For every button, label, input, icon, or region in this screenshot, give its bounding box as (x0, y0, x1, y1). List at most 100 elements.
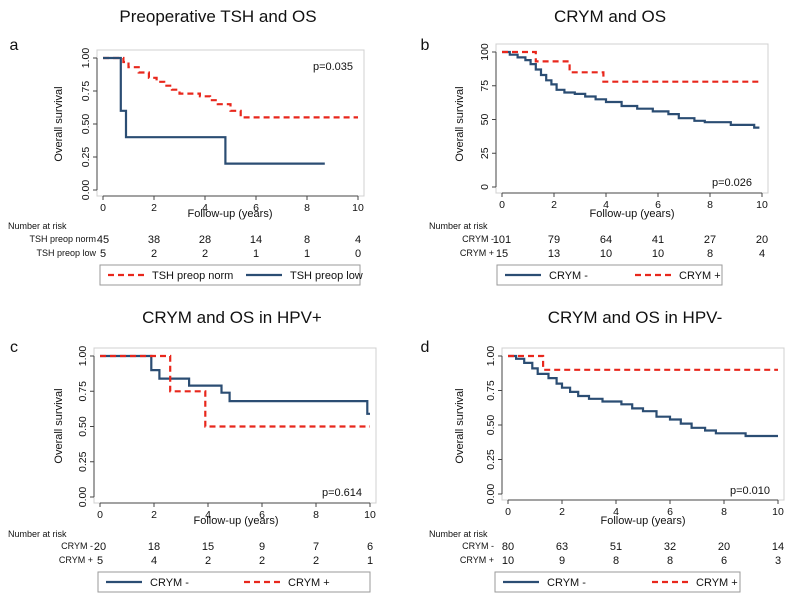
risk-count: 28 (199, 234, 211, 246)
x-tick-label: 2 (151, 509, 157, 521)
x-tick-label: 4 (205, 509, 211, 521)
risk-count: 9 (259, 541, 265, 553)
y-tick-label: 75 (479, 80, 491, 92)
x-tick-label: 2 (151, 202, 157, 214)
risk-count: 32 (664, 541, 676, 553)
risk-count: 2 (313, 555, 319, 567)
x-tick-label: 6 (655, 199, 661, 211)
y-tick-label: 0.00 (485, 484, 497, 505)
risk-count: 6 (721, 555, 727, 567)
y-tick-label: 0.50 (485, 415, 497, 436)
risk-count: 4 (355, 234, 361, 246)
y-tick-label: 0.50 (80, 114, 92, 135)
risk-count: 80 (502, 541, 514, 553)
panel-d: CRYM and OS in HPV-d 0.00 0.25 0.50 0.75 1.00… (421, 308, 785, 593)
risk-row-label: TSH preop norm (29, 234, 96, 244)
panel-c: CRYM and OS in HPV+ c 0.00 0.25 0.50 0.75 1.00… (8, 308, 377, 593)
panel-a: Preoperative TSH and OS a 0.00 0.25 0.50 0.75… (8, 7, 365, 286)
x-tick-label: 0 (97, 509, 103, 521)
y-tick-label: 0.25 (77, 451, 89, 472)
panel-title: CRYM and OS in HPV+ (142, 308, 322, 327)
p-value: p=0.026 (712, 177, 752, 189)
risk-count: 20 (94, 541, 106, 553)
y-tick-label: 1.00 (77, 346, 89, 367)
risk-count: 4 (759, 248, 765, 260)
y-tick-label: 0.75 (80, 81, 92, 102)
y-tick-label: 0.00 (80, 180, 92, 201)
risk-row-label: CRYM + (460, 555, 494, 565)
x-axis-label: Follow-up (years) (601, 515, 686, 527)
x-tick-label: 0 (100, 202, 106, 214)
risk-count: 8 (304, 234, 310, 246)
survival-curve-dashed (100, 354, 370, 428)
risk-row-label: CRYM + (460, 248, 494, 258)
x-tick-label: 8 (304, 202, 310, 214)
y-tick-label: 100 (479, 43, 491, 61)
risk-count: 5 (97, 555, 103, 567)
x-tick-label: 6 (253, 202, 259, 214)
x-tick-label: 4 (603, 199, 609, 211)
y-tick-label: 0.25 (485, 449, 497, 470)
risk-row-label: CRYM + (59, 555, 93, 565)
risk-count: 2 (202, 248, 208, 260)
risk-count: 14 (772, 541, 784, 553)
legend-label: TSH preop low (290, 270, 363, 282)
y-tick-label: 1.00 (485, 346, 497, 367)
x-tick-label: 4 (613, 506, 619, 518)
risk-table-header: Number at risk (429, 221, 488, 231)
panel-title: CRYM and OS (554, 7, 666, 26)
x-tick-label: 10 (772, 506, 784, 518)
legend-box (494, 571, 741, 593)
x-tick-label: 10 (364, 509, 376, 521)
y-axis-label: Overall survival (53, 388, 65, 463)
x-tick-label: 2 (559, 506, 565, 518)
x-tick-label: 0 (499, 199, 505, 211)
x-tick-label: 6 (667, 506, 673, 518)
risk-row-label: CRYM - (462, 234, 494, 244)
survival-curve-solid (502, 50, 760, 129)
risk-count: 20 (718, 541, 730, 553)
risk-count: 2 (205, 555, 211, 567)
legend-label: TSH preop norm (152, 270, 233, 282)
y-tick-label: 0 (479, 184, 491, 190)
risk-count: 6 (367, 541, 373, 553)
risk-count: 38 (148, 234, 160, 246)
risk-count: 4 (151, 555, 157, 567)
risk-count: 10 (600, 248, 612, 260)
survival-curve-solid (103, 56, 325, 165)
risk-count: 10 (652, 248, 664, 260)
legend-label: CRYM - (150, 577, 189, 589)
y-axis-label: Overall survival (454, 388, 466, 463)
x-tick-label: 8 (313, 509, 319, 521)
legend-box (496, 264, 723, 286)
panel-letter: c (10, 339, 18, 356)
risk-count: 1 (253, 248, 259, 260)
x-tick-label: 8 (707, 199, 713, 211)
y-tick-label: 0.75 (77, 381, 89, 402)
y-tick-label: 0.50 (77, 416, 89, 437)
risk-count: 51 (610, 541, 622, 553)
legend-box (97, 571, 371, 593)
x-tick-label: 0 (505, 506, 511, 518)
panel-letter: b (421, 37, 430, 54)
risk-count: 79 (548, 234, 560, 246)
legend-label: CRYM + (288, 577, 330, 589)
risk-count: 18 (148, 541, 160, 553)
risk-count: 1 (367, 555, 373, 567)
risk-count: 1 (304, 248, 310, 260)
risk-count: 41 (652, 234, 664, 246)
risk-row-label: CRYM - (462, 541, 494, 551)
x-tick-label: 2 (551, 199, 557, 211)
p-value: p=0.614 (322, 487, 362, 499)
legend-label: CRYM - (547, 577, 586, 589)
survival-curve-dashed (502, 50, 762, 83)
risk-count: 8 (667, 555, 673, 567)
x-axis-label: Follow-up (years) (188, 208, 273, 220)
risk-count: 101 (493, 234, 511, 246)
risk-count: 3 (775, 555, 781, 567)
risk-count: 27 (704, 234, 716, 246)
panel-title: CRYM and OS in HPV- (548, 308, 722, 327)
risk-count: 15 (496, 248, 508, 260)
y-tick-label: 25 (479, 147, 491, 159)
